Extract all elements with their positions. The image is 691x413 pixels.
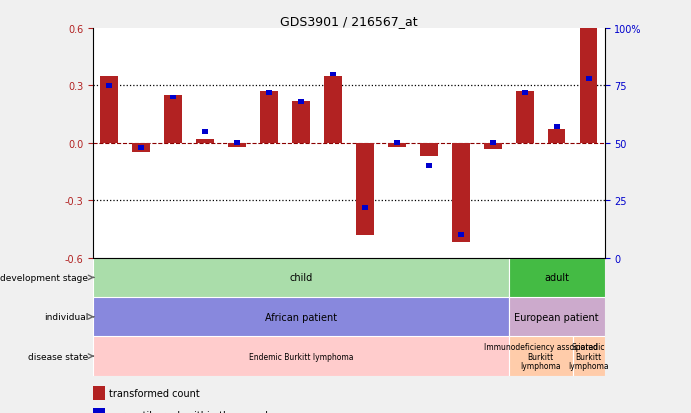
Bar [516,92,533,143]
Bar [362,205,368,210]
Text: disease state: disease state [28,352,88,361]
Bar [548,130,565,143]
Bar [356,143,374,235]
Bar [458,233,464,237]
Text: child: child [290,273,312,283]
Bar [330,72,336,77]
Title: GDS3901 / 216567_at: GDS3901 / 216567_at [280,15,418,28]
Text: transformed count: transformed count [108,388,200,398]
Text: individual: individual [44,313,88,321]
Bar [586,77,591,82]
Bar [164,96,182,143]
Text: development stage: development stage [0,273,88,282]
Text: African patient: African patient [265,312,337,322]
Bar [234,141,240,146]
Bar [420,143,437,157]
Bar [228,143,246,147]
Bar [484,143,502,149]
Bar [292,102,310,143]
Bar [106,84,112,89]
Bar [93,297,509,337]
Bar [196,140,214,143]
Bar [93,408,104,413]
Bar [573,337,605,376]
Bar [490,141,495,146]
Bar [202,130,208,135]
Bar [324,77,342,143]
Bar [138,146,144,150]
Bar [509,258,605,297]
Bar [553,125,560,130]
Text: percentile rank within the sample: percentile rank within the sample [108,410,274,413]
Bar [133,143,150,153]
Bar [426,164,432,169]
Bar [452,143,470,243]
Text: adult: adult [545,273,569,283]
Bar [93,337,509,376]
Text: Endemic Burkitt lymphoma: Endemic Burkitt lymphoma [249,352,353,361]
Bar [261,92,278,143]
Text: Immunodeficiency associated
Burkitt
lymphoma: Immunodeficiency associated Burkitt lymp… [484,342,598,370]
Bar [93,386,104,400]
Bar [266,91,272,95]
Text: European patient: European patient [514,312,599,322]
Bar [388,143,406,147]
Bar [580,29,598,143]
Bar [298,100,304,104]
Bar [100,77,118,143]
Bar [170,95,176,100]
Bar [509,297,605,337]
Bar [522,91,528,95]
Text: Sporadic
Burkitt
lymphoma: Sporadic Burkitt lymphoma [568,342,609,370]
Bar [509,337,573,376]
Bar [394,141,400,146]
Bar [93,258,509,297]
